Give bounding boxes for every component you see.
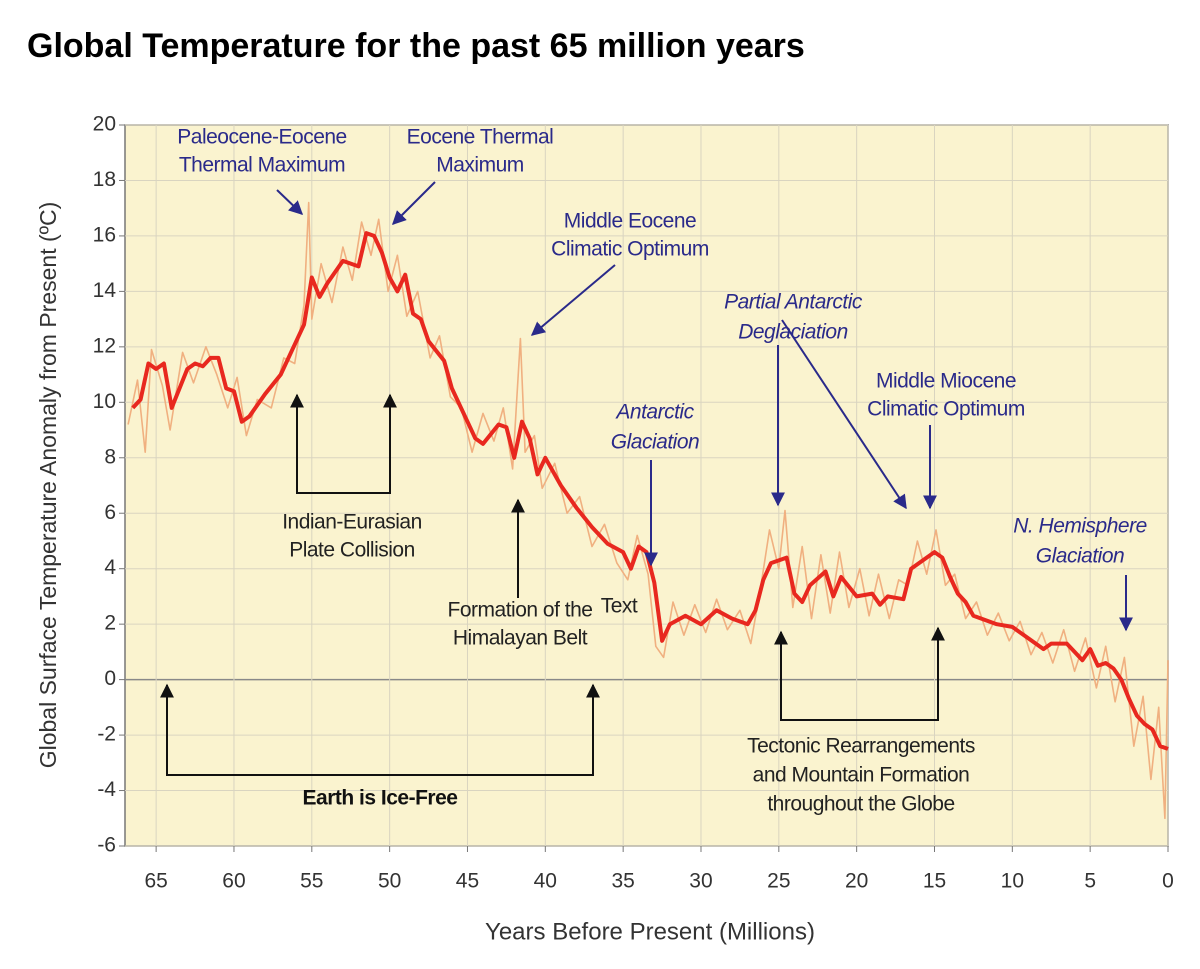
- annotations: Paleocene-Eocene Thermal Maximum Eocene Th…: [177, 126, 1147, 816]
- y-axis-label: Global Surface Temperature Anomaly from …: [35, 202, 61, 769]
- bracket: [296, 395, 391, 494]
- plot-area: [124, 124, 1169, 847]
- annotation: Middle Eocene: [564, 210, 696, 233]
- annotation: throughout the Globe: [767, 793, 954, 816]
- line: [131, 231, 1169, 751]
- x-tick-label: 30: [689, 870, 712, 893]
- y-tick-label: 12: [93, 334, 116, 357]
- annotation: Antarctic: [614, 401, 694, 424]
- annotation: Earth is Ice-Free: [303, 787, 458, 810]
- arrow: [276, 189, 304, 215]
- y-tick-label: 2: [104, 612, 116, 635]
- y-tick-label: 6: [104, 501, 116, 524]
- annotation: Glaciation: [1036, 545, 1124, 568]
- y-tick-label: 8: [104, 445, 116, 468]
- annotation: and Mountain Formation: [753, 764, 970, 787]
- annotation: Thermal Maximum: [179, 154, 345, 177]
- x-tick-label: 15: [923, 870, 946, 893]
- x-tick-label: 40: [534, 870, 557, 893]
- y-tick-label: 20: [93, 113, 116, 136]
- arrow: [392, 181, 436, 225]
- annotation: Deglaciation: [738, 321, 848, 344]
- x-tick-label: 65: [144, 870, 167, 893]
- x-tick-label: 55: [300, 870, 323, 893]
- bracket: [780, 632, 939, 721]
- y-tick-label: -4: [97, 778, 116, 801]
- x-tick-label: 60: [222, 870, 245, 893]
- bracket: [166, 685, 594, 776]
- y-tick-label: -6: [97, 834, 116, 857]
- series: [127, 201, 1169, 820]
- annotation: N. Hemisphere: [1013, 515, 1147, 538]
- annotation: Text: [601, 595, 638, 618]
- y-tick-label: 4: [104, 556, 116, 579]
- annotation: Climatic Optimum: [551, 238, 709, 261]
- annotation: Paleocene-Eocene: [177, 126, 346, 149]
- annotation: Maximum: [436, 154, 524, 177]
- y-tick-label: 16: [93, 223, 116, 246]
- x-tick-label: 20: [845, 870, 868, 893]
- y-tick-label: -2: [97, 723, 116, 746]
- x-tick-label: 45: [456, 870, 479, 893]
- annotation-arrows: [160, 181, 1133, 776]
- arrow: [781, 319, 907, 510]
- x-tick-label: 35: [611, 870, 634, 893]
- annotation: Middle Miocene: [876, 370, 1016, 393]
- annotation: Partial Antarctic: [724, 291, 863, 314]
- annotation: Glaciation: [611, 431, 699, 454]
- x-tick-label: 0: [1162, 870, 1174, 893]
- x-tick-label: 10: [1001, 870, 1024, 893]
- annotation: Tectonic Rearrangements: [747, 735, 975, 758]
- annotation: Himalayan Belt: [453, 627, 588, 650]
- annotation: Formation of the: [448, 599, 593, 622]
- annotation: Eocene Thermal: [407, 126, 554, 149]
- arrow: [530, 264, 616, 336]
- x-axis-label: Years Before Present (Millions): [485, 918, 815, 945]
- annotation: Indian-Eurasian: [282, 511, 422, 534]
- y-tick-label: 18: [93, 168, 116, 191]
- x-tick-label: 25: [767, 870, 790, 893]
- y-tick-label: 0: [104, 667, 116, 690]
- annotation: Plate Collision: [289, 539, 415, 562]
- y-tick-label: 10: [93, 390, 116, 413]
- x-tick-label: 5: [1084, 870, 1096, 893]
- annotation: Climatic Optimum: [867, 398, 1025, 421]
- x-tick-label: 50: [378, 870, 401, 893]
- line: [127, 201, 1169, 820]
- y-tick-label: 14: [93, 279, 117, 302]
- chart-title: Global Temperature for the past 65 milli…: [27, 27, 805, 65]
